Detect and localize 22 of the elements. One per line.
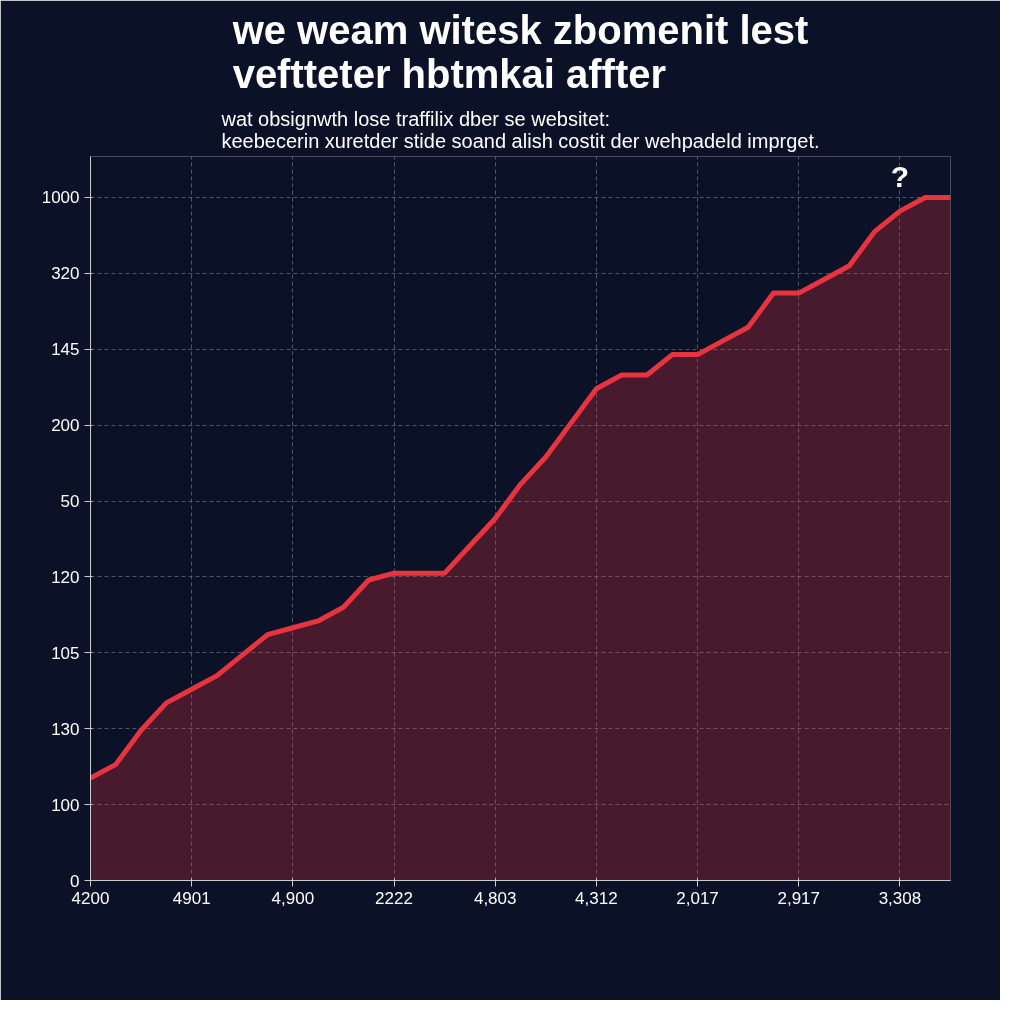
chart-title: we weam witesk zbomenit lest veftteter hbtmkai affter [231, 7, 809, 96]
text: 1000 [41, 188, 80, 208]
text: 50 [60, 492, 80, 512]
x-tick-label: 4200 [71, 888, 110, 908]
x-tick-label: 2222 [375, 888, 413, 908]
x-tick-label: 4,900 [271, 888, 315, 908]
x-tick-label: 4901 [172, 888, 211, 908]
text: 100 [51, 795, 80, 815]
text: 200 [51, 416, 80, 436]
x-tick-label: 4,312 [575, 888, 618, 908]
text: 0 [70, 871, 80, 891]
x-tick-label: 2,017 [676, 888, 719, 908]
x-tick-label: 3,308 [878, 888, 922, 908]
text: 320 [51, 264, 80, 284]
x-tick-label: 2,917 [777, 888, 821, 908]
text: 145 [51, 340, 80, 360]
text: 105 [51, 643, 80, 663]
text: 120 [51, 567, 80, 587]
x-tick-label: 4,803 [473, 888, 517, 908]
text: 130 [51, 719, 80, 739]
text: ? [890, 160, 910, 194]
chart-subtitle: wat obsignwth lose traffilix dber se websitet: keebecerin xuretder stide soand alish costit der wehpadeld imprget. [220, 107, 820, 152]
